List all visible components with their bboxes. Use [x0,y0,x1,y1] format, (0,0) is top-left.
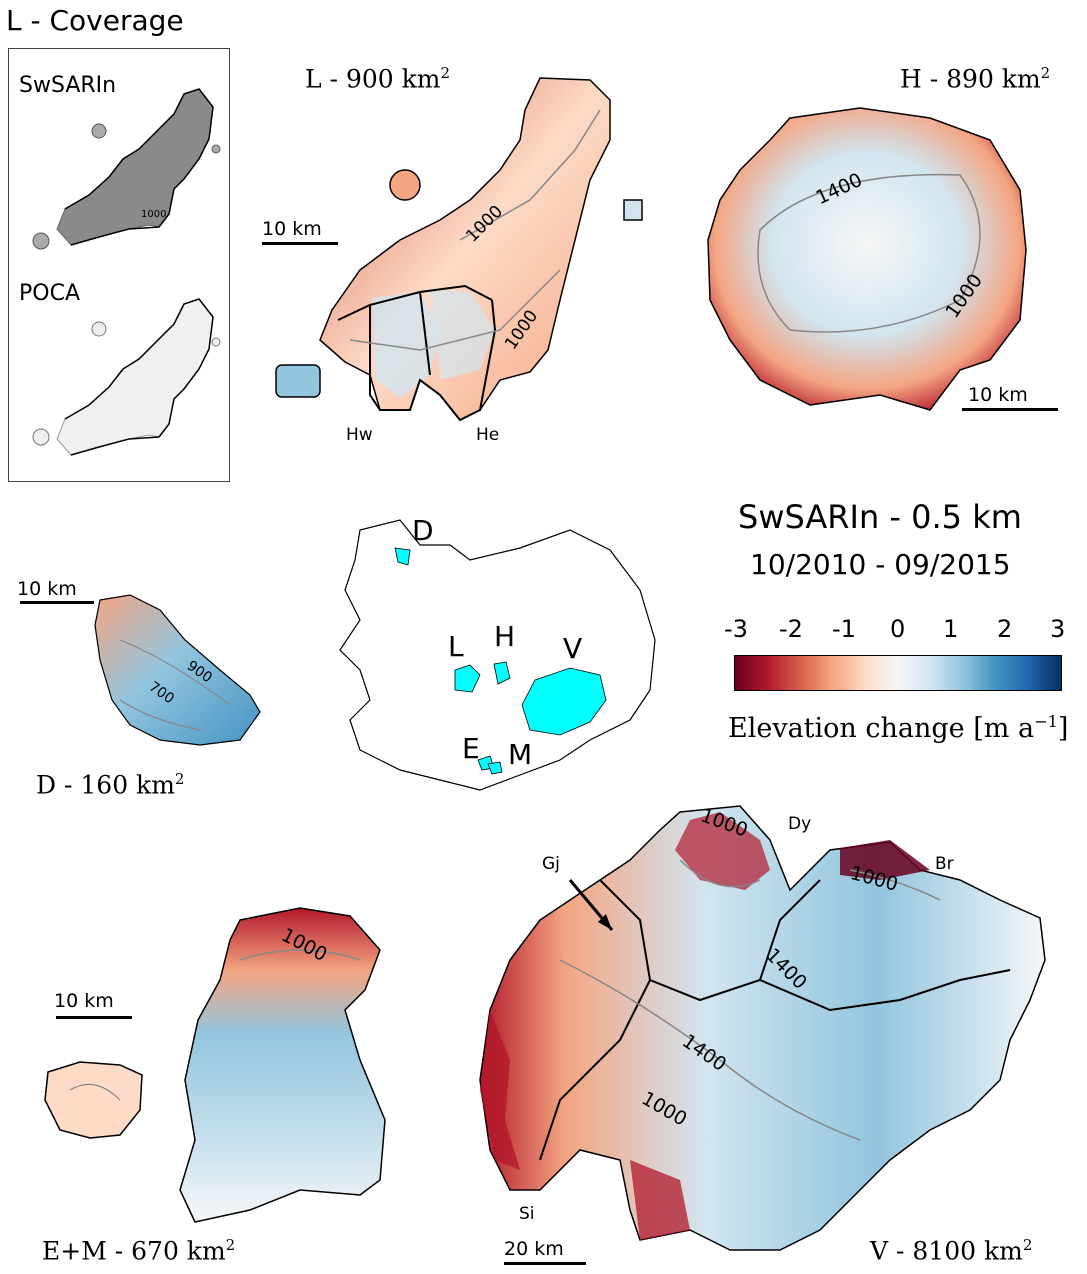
panel-v-title: V - 8100 km2 [870,1236,1032,1265]
panel-v-scalebar-label: 20 km [504,1238,564,1260]
panel-v-scalebar [504,1262,586,1265]
panel-v-label-gj: Gj [542,854,560,874]
panel-v-label-br: Br [935,854,954,874]
panel-v-label-dy: Dy [788,814,811,834]
panel-v-label-si: Si [519,1204,535,1224]
